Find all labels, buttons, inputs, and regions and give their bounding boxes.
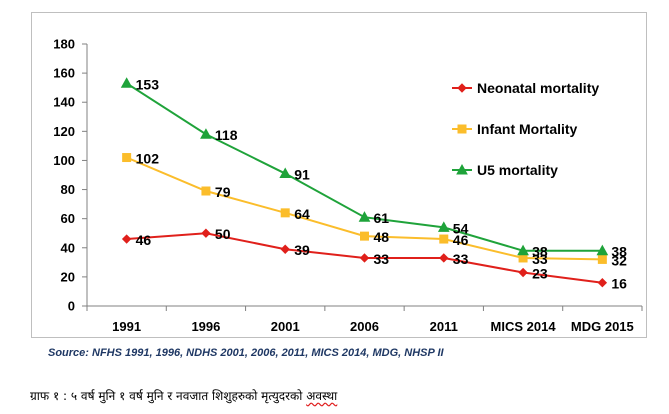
x-tick-label: 2006 xyxy=(350,319,379,334)
caption-text: ग्राफ १ : ५ वर्ष मुनि १ वर्ष मुनि र नवजा… xyxy=(30,389,307,403)
data-label: 32 xyxy=(611,252,627,268)
data-label: 33 xyxy=(532,251,548,267)
y-tick-label: 140 xyxy=(53,95,75,110)
data-point-diamond xyxy=(121,234,132,244)
data-point-diamond xyxy=(518,267,528,278)
data-point-diamond xyxy=(201,228,211,238)
data-label: 33 xyxy=(374,251,390,267)
data-label: 64 xyxy=(294,206,310,222)
data-label: 153 xyxy=(136,76,160,92)
data-label: 48 xyxy=(374,229,390,245)
data-point-triangle xyxy=(200,128,212,139)
y-tick-label: 80 xyxy=(61,182,75,197)
data-label: 102 xyxy=(136,151,160,167)
y-tick-label: 40 xyxy=(61,240,75,255)
y-tick-label: 160 xyxy=(53,66,75,81)
data-label: 79 xyxy=(215,184,231,200)
figure-caption: ग्राफ १ : ५ वर्ष मुनि १ वर्ष मुनि र नवजा… xyxy=(30,387,337,404)
data-label: 61 xyxy=(374,210,390,226)
data-point-diamond xyxy=(597,278,608,288)
data-point-triangle xyxy=(517,244,529,256)
y-tick-label: 100 xyxy=(53,153,75,168)
data-label: 46 xyxy=(136,232,152,248)
data-point-diamond xyxy=(457,83,467,93)
data-point-triangle xyxy=(437,221,450,232)
x-tick-label: 2011 xyxy=(430,319,458,334)
legend-label: Neonatal mortality xyxy=(477,80,599,96)
x-tick-label: MDG 2015 xyxy=(571,319,634,334)
y-tick-label: 180 xyxy=(53,37,75,52)
data-label: 16 xyxy=(611,276,627,292)
x-tick-label: 1991 xyxy=(112,319,141,334)
data-point-triangle xyxy=(596,244,609,256)
data-label: 33 xyxy=(453,251,469,267)
data-point-diamond xyxy=(359,253,370,263)
legend-label: Infant Mortality xyxy=(477,121,578,137)
data-point-triangle xyxy=(358,211,371,222)
y-tick-label: 20 xyxy=(61,269,75,284)
data-point-diamond xyxy=(439,253,449,263)
data-point-square xyxy=(597,254,607,264)
data-label: 91 xyxy=(294,167,310,183)
x-tick-label: 2001 xyxy=(271,319,300,334)
data-point-triangle xyxy=(456,163,468,175)
data-label: 54 xyxy=(453,220,469,236)
data-point-triangle xyxy=(120,77,133,88)
caption-underlined-word: अवस्था xyxy=(306,389,338,403)
data-point-square xyxy=(122,153,132,163)
data-point-triangle xyxy=(279,167,292,179)
data-label: 23 xyxy=(532,266,548,282)
data-point-square xyxy=(439,234,449,244)
data-point-square xyxy=(360,231,369,241)
data-label: 46 xyxy=(453,232,469,248)
y-tick-label: 60 xyxy=(61,211,75,226)
data-point-square xyxy=(280,208,290,218)
chart-frame: 0 20 40 60 80 100 120 140 160 180 1991 1996 2001 2006… xyxy=(31,12,647,338)
y-tick-label: 0 xyxy=(68,299,75,314)
data-label: 50 xyxy=(215,226,231,242)
data-label: 118 xyxy=(215,127,238,143)
data-label: 38 xyxy=(611,244,627,260)
data-label: 38 xyxy=(532,244,548,260)
x-tick-label: 1996 xyxy=(191,319,220,334)
data-point-diamond xyxy=(280,244,290,254)
data-label: 39 xyxy=(294,242,310,258)
data-point-square xyxy=(201,186,211,196)
legend-label: U5 mortality xyxy=(477,162,558,178)
line-chart: 0 20 40 60 80 100 120 140 160 180 1991 1996 2001 2006… xyxy=(53,37,643,334)
source-note: Source: NFHS 1991, 1996, NDHS 2001, 2006… xyxy=(48,347,444,359)
y-tick-label: 120 xyxy=(53,124,75,139)
data-point-square xyxy=(457,124,467,134)
x-tick-label: MICS 2014 xyxy=(491,319,557,334)
